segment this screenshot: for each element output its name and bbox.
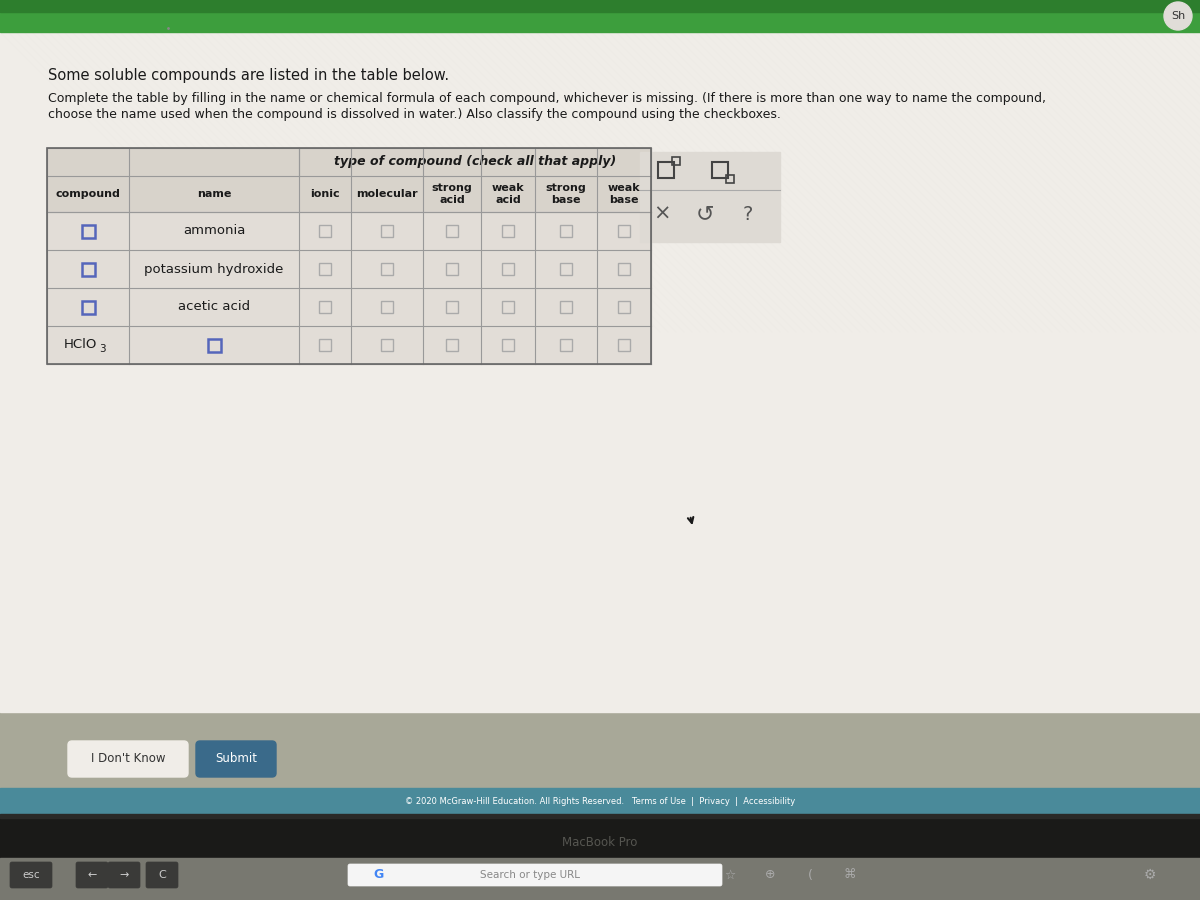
Bar [446, 225, 458, 237]
Bar [82, 263, 95, 275]
Bar [560, 301, 572, 313]
Text: ×: × [653, 204, 671, 224]
Text: (: ( [808, 868, 812, 881]
FancyBboxPatch shape [68, 741, 188, 777]
Text: potassium hydroxide: potassium hydroxide [144, 263, 283, 275]
Text: ←: ← [88, 870, 97, 880]
Bar [382, 301, 394, 313]
Bar [319, 225, 331, 237]
Text: Search or type URL: Search or type URL [480, 870, 580, 880]
Bar [47, 148, 299, 176]
Bar [560, 263, 572, 275]
Text: weak
base: weak base [607, 184, 641, 205]
Bar [82, 301, 95, 313]
Bar [319, 301, 331, 313]
FancyBboxPatch shape [76, 862, 108, 888]
Bar [208, 338, 221, 352]
Text: choose the name used when the compound is dissolved in water.) Also classify the: choose the name used when the compound i… [48, 108, 781, 121]
Bar [560, 339, 572, 351]
Bar [47, 212, 650, 250]
Text: ionic: ionic [310, 189, 340, 199]
Bar [0, 814, 1200, 900]
Bar [382, 339, 394, 351]
Bar [0, 32, 1200, 712]
Text: ?: ? [743, 204, 754, 223]
Bar [0, 0, 1200, 12]
Text: Complete the table by filling in the name or chemical formula of each compound, : Complete the table by filling in the nam… [48, 92, 1046, 105]
Bar [446, 339, 458, 351]
Bar [82, 224, 95, 238]
Bar [618, 263, 630, 275]
Bar [446, 301, 458, 313]
Bar [47, 176, 650, 212]
Bar [382, 225, 394, 237]
Text: Sh: Sh [1171, 11, 1186, 21]
Bar [0, 814, 1200, 818]
Text: weak
acid: weak acid [492, 184, 524, 205]
Text: MacBook Pro: MacBook Pro [563, 835, 637, 849]
Text: strong
base: strong base [546, 184, 587, 205]
FancyBboxPatch shape [146, 862, 178, 888]
Text: name: name [197, 189, 232, 199]
Text: 3: 3 [98, 344, 106, 354]
Text: Some soluble compounds are listed in the table below.: Some soluble compounds are listed in the… [48, 68, 449, 83]
Bar [618, 301, 630, 313]
Bar [0, 0, 1200, 32]
Text: ↺: ↺ [696, 204, 714, 224]
Bar [47, 148, 650, 364]
FancyBboxPatch shape [10, 862, 52, 888]
Bar [0, 788, 1200, 814]
Bar [47, 148, 650, 176]
Bar [618, 339, 630, 351]
Circle shape [1164, 2, 1192, 30]
Text: compound: compound [55, 189, 120, 199]
Bar [319, 263, 331, 275]
Bar [640, 152, 780, 242]
Bar [712, 162, 728, 178]
FancyBboxPatch shape [196, 741, 276, 777]
Text: molecular: molecular [356, 189, 418, 199]
Text: esc: esc [22, 870, 40, 880]
Text: ⌘: ⌘ [844, 868, 857, 881]
Bar [382, 263, 394, 275]
Bar [502, 263, 514, 275]
Bar [618, 225, 630, 237]
Bar [658, 162, 674, 178]
Text: strong
acid: strong acid [432, 184, 473, 205]
Bar [47, 288, 650, 326]
Bar [672, 157, 680, 165]
Bar [47, 326, 650, 364]
Bar [502, 225, 514, 237]
Bar [502, 339, 514, 351]
Text: ⊕: ⊕ [764, 868, 775, 881]
FancyBboxPatch shape [108, 862, 140, 888]
Text: © 2020 McGraw-Hill Education. All Rights Reserved.   Terms of Use  |  Privacy  |: © 2020 McGraw-Hill Education. All Rights… [404, 796, 796, 806]
Text: acetic acid: acetic acid [178, 301, 250, 313]
Bar [726, 175, 734, 183]
Text: ⚙: ⚙ [1144, 868, 1157, 882]
Bar [319, 339, 331, 351]
Text: HClO: HClO [64, 338, 97, 352]
Text: Submit: Submit [215, 752, 257, 766]
Bar [446, 263, 458, 275]
Text: G: G [373, 868, 383, 881]
FancyBboxPatch shape [348, 864, 722, 886]
Text: ☆: ☆ [725, 868, 736, 881]
Text: C: C [158, 870, 166, 880]
Bar [47, 250, 650, 288]
Bar [502, 301, 514, 313]
Bar [0, 858, 1200, 900]
Text: →: → [119, 870, 128, 880]
Bar [560, 225, 572, 237]
Text: I Don't Know: I Don't Know [91, 752, 166, 766]
Text: type of compound (check all that apply): type of compound (check all that apply) [334, 156, 616, 168]
Text: ammonia: ammonia [182, 224, 245, 238]
